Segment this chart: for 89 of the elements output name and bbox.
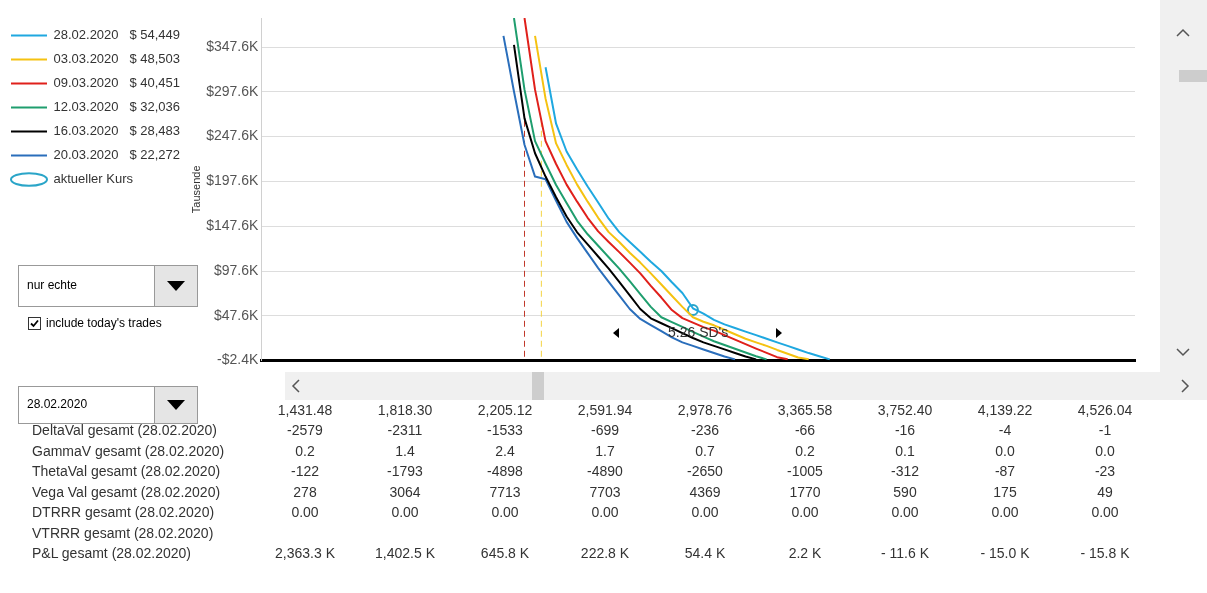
x-tick-label: 4,526.04 <box>1076 402 1134 420</box>
x-tick-label: 2,591.94 <box>576 402 634 420</box>
y-tick-label: $97.6K <box>213 261 260 278</box>
x-tick-label: 1,818.30 <box>376 402 434 420</box>
data-label: 7713 <box>488 483 522 502</box>
y-tick-label: VTRRR gesamt (28.02.2020) <box>31 524 215 543</box>
data-label: 0.0 <box>1094 442 1116 461</box>
y-tick-label: DTRRR gesamt (28.02.2020) <box>31 504 216 522</box>
data-label: -1005 <box>786 463 824 481</box>
data-label: -2311 <box>386 422 424 440</box>
legend-label: 28.02.2020 $ 54,449 <box>53 27 181 43</box>
data-label: 0.00 <box>890 504 920 522</box>
y-tick-label: GammaV gesamt (28.02.2020) <box>31 442 226 461</box>
data-label: 2,363.3 K <box>274 545 336 563</box>
data-label: -23 <box>1093 463 1117 481</box>
data-label: 0.7 <box>694 442 716 461</box>
x-tick-label: 1,431.48 <box>276 402 334 420</box>
data-label: -122 <box>290 463 320 481</box>
data-label: -1 <box>1097 422 1113 440</box>
y-tick-label: $197.6K <box>206 172 260 189</box>
data-label: 0.1 <box>894 442 916 461</box>
data-label: 1,402.5 K <box>374 545 436 563</box>
y-tick-label: $297.6K <box>206 82 260 99</box>
data-label: -4 <box>997 422 1013 440</box>
data-label: 1.7 <box>594 442 616 461</box>
data-label: -2579 <box>286 422 324 440</box>
legend-label: 16.03.2020 $ 28,483 <box>53 123 181 139</box>
data-label: -236 <box>690 422 720 440</box>
y-tick-label: DeltaVal gesamt (28.02.2020) <box>31 422 218 440</box>
data-label: 0.00 <box>690 504 720 522</box>
data-label: 0.00 <box>1090 504 1120 522</box>
data-label: 2.2 K <box>787 545 823 563</box>
data-label: - 15.0 K <box>979 545 1031 563</box>
x-tick-label: 2,205.12 <box>476 402 534 420</box>
x-tick-label: 4,139.22 <box>976 402 1034 420</box>
legend-label: aktueller Kurs <box>53 171 134 187</box>
data-label: -312 <box>890 463 920 481</box>
data-label: -66 <box>793 422 817 440</box>
data-label: 4369 <box>688 483 722 502</box>
data-label: 49 <box>1096 483 1114 502</box>
data-label: 590 <box>892 483 918 502</box>
data-label: -4898 <box>486 463 524 481</box>
y-tick-label: $247.6K <box>206 127 260 144</box>
x-tick-label: 3,365.58 <box>776 402 834 420</box>
data-label: 2.4 <box>494 442 516 461</box>
y-tick-label: $147.6K <box>206 217 260 234</box>
dropdown: nur echte <box>18 265 198 307</box>
data-label: 278 <box>292 483 318 502</box>
data-label: 7703 <box>588 483 622 502</box>
data-label: 0.2 <box>294 442 316 461</box>
y-tick-label: $47.6K <box>213 306 260 323</box>
legend-label: 12.03.2020 $ 32,036 <box>53 99 181 115</box>
data-label: 0.00 <box>290 504 320 522</box>
x-tick-label: 2,978.76 <box>676 402 734 420</box>
text: include today's trades <box>46 316 162 330</box>
data-label: 0.00 <box>490 504 520 522</box>
legend-label: 20.03.2020 $ 22,272 <box>53 147 181 163</box>
data-label: -87 <box>993 463 1017 481</box>
data-label: -1793 <box>386 463 424 481</box>
data-label: - 15.8 K <box>1079 545 1131 563</box>
y-tick-label: Vega Val gesamt (28.02.2020) <box>31 483 222 502</box>
data-label: 1.4 <box>394 442 416 461</box>
data-label: -1533 <box>486 422 524 440</box>
data-label: 1770 <box>788 483 822 502</box>
y-tick-label: ThetaVal gesamt (28.02.2020) <box>31 463 222 481</box>
data-label: -2650 <box>686 463 724 481</box>
y-tick-label: $347.6K <box>206 37 260 54</box>
data-label: - 11.6 K <box>880 545 930 563</box>
legend-label: 09.03.2020 $ 40,451 <box>53 75 181 91</box>
y-axis-title: Tausende <box>189 165 202 214</box>
data-label: -16 <box>893 422 917 440</box>
legend-label: 03.03.2020 $ 48,503 <box>53 51 181 67</box>
data-label: 175 <box>992 483 1018 502</box>
data-label: 0.2 <box>794 442 816 461</box>
data-label: -699 <box>590 422 620 440</box>
data-label: 0.00 <box>990 504 1020 522</box>
y-tick-label: -$2.4K <box>217 351 260 368</box>
data-label: 222.8 K <box>579 545 631 563</box>
data-label: 645.8 K <box>479 545 531 563</box>
data-label: 54.4 K <box>683 545 727 563</box>
data-label: 3064 <box>388 483 422 502</box>
data-label: 0.00 <box>590 504 620 522</box>
data-label: 0.00 <box>390 504 420 522</box>
data-label: -4890 <box>586 463 624 481</box>
dropdown: 28.02.2020 <box>18 386 198 424</box>
data-label: 0.0 <box>994 442 1016 461</box>
y-tick-label: P&L gesamt (28.02.2020) <box>31 545 193 563</box>
x-tick-label: 3,752.40 <box>876 402 934 420</box>
data-label: 0.00 <box>790 504 820 522</box>
